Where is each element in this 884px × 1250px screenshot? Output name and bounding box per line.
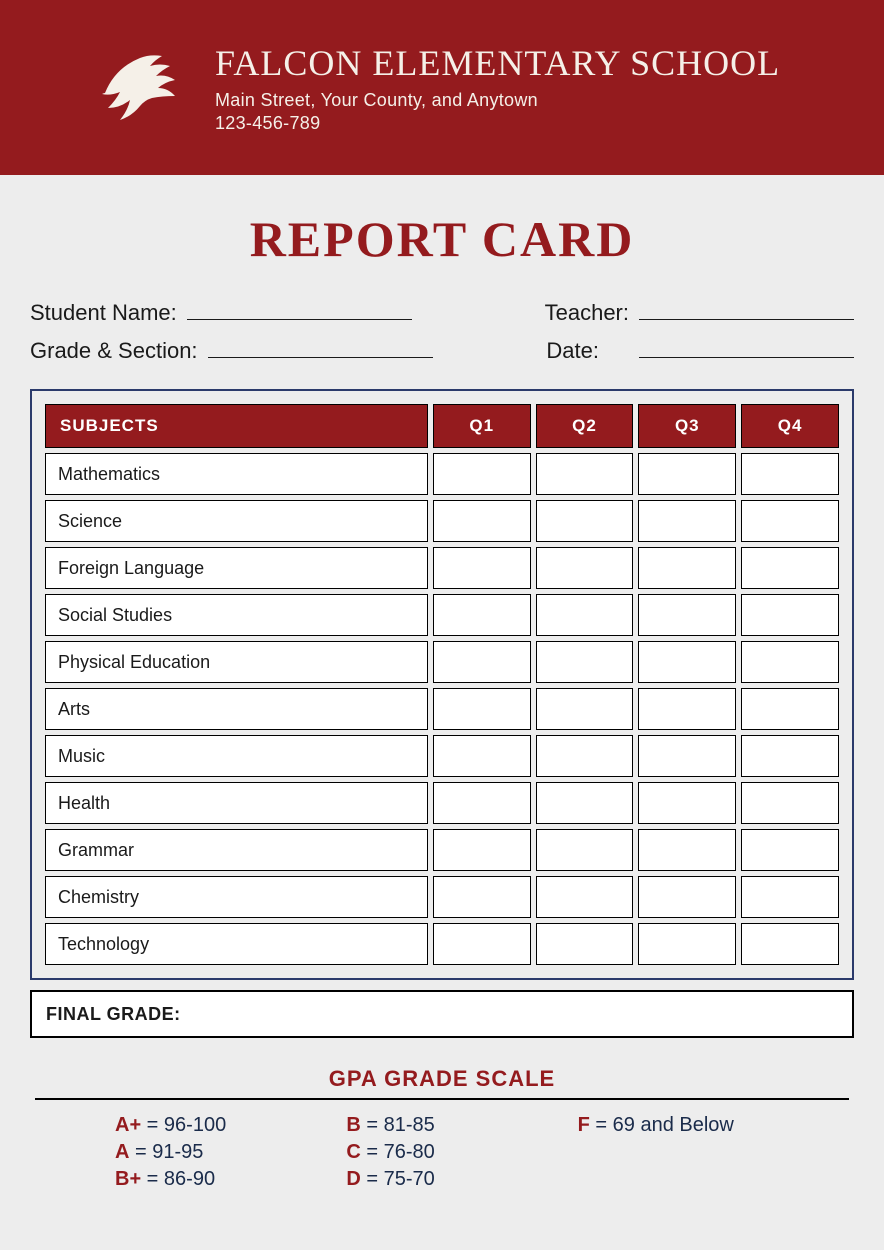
table-row: Science: [45, 500, 839, 542]
table-row: Physical Education: [45, 641, 839, 683]
table-row: Chemistry: [45, 876, 839, 918]
school-phone: 123-456-789: [215, 113, 780, 134]
col-q4: Q4: [741, 404, 839, 448]
subject-cell: Mathematics: [45, 453, 428, 495]
table-row: Grammar: [45, 829, 839, 871]
grade-cell-q2[interactable]: [536, 735, 634, 777]
col-q1: Q1: [433, 404, 531, 448]
grade-cell-q1[interactable]: [433, 500, 531, 542]
grade-cell-q3[interactable]: [638, 688, 736, 730]
grade-section-input[interactable]: [208, 336, 433, 358]
table-row: Foreign Language: [45, 547, 839, 589]
table-row: Technology: [45, 923, 839, 965]
grades-table: SUBJECTS Q1 Q2 Q3 Q4 Mathematics Science F…: [40, 399, 844, 970]
grade-cell-q4[interactable]: [741, 641, 839, 683]
grade-cell-q1[interactable]: [433, 876, 531, 918]
final-grade-label: FINAL GRADE:: [46, 1004, 181, 1025]
grade-cell-q3[interactable]: [638, 500, 736, 542]
table-row: Social Studies: [45, 594, 839, 636]
grade-cell-q4[interactable]: [741, 500, 839, 542]
table-row: Mathematics: [45, 453, 839, 495]
grade-cell-q2[interactable]: [536, 547, 634, 589]
grade-cell-q2[interactable]: [536, 641, 634, 683]
grade-cell-q2[interactable]: [536, 829, 634, 871]
grade-cell-q4[interactable]: [741, 782, 839, 824]
grade-cell-q4[interactable]: [741, 688, 839, 730]
grade-cell-q2[interactable]: [536, 782, 634, 824]
grade-cell-q3[interactable]: [638, 547, 736, 589]
grade-cell-q2[interactable]: [536, 594, 634, 636]
grade-cell-q1[interactable]: [433, 735, 531, 777]
gpa-section: GPA GRADE SCALE A+ = 96-100 A = 91-95 B+…: [30, 1066, 854, 1195]
grade-cell-q1[interactable]: [433, 923, 531, 965]
subject-cell: Physical Education: [45, 641, 428, 683]
grade-cell-q3[interactable]: [638, 876, 736, 918]
teacher-input[interactable]: [639, 298, 854, 320]
subject-cell: Social Studies: [45, 594, 428, 636]
grade-section-label: Grade & Section:: [30, 338, 198, 364]
subject-cell: Chemistry: [45, 876, 428, 918]
teacher-label: Teacher:: [545, 300, 629, 326]
grade-cell-q3[interactable]: [638, 782, 736, 824]
subject-cell: Grammar: [45, 829, 428, 871]
col-subjects: SUBJECTS: [45, 404, 428, 448]
grade-cell-q4[interactable]: [741, 735, 839, 777]
table-row: Arts: [45, 688, 839, 730]
grade-cell-q2[interactable]: [536, 876, 634, 918]
date-label: Date:: [546, 338, 599, 364]
gpa-col-3: F = 69 and Below: [578, 1114, 769, 1195]
grade-cell-q3[interactable]: [638, 641, 736, 683]
page-title: REPORT CARD: [30, 210, 854, 268]
grade-cell-q1[interactable]: [433, 641, 531, 683]
subject-cell: Health: [45, 782, 428, 824]
subject-cell: Foreign Language: [45, 547, 428, 589]
table-row: Health: [45, 782, 839, 824]
grade-cell-q4[interactable]: [741, 876, 839, 918]
grade-cell-q1[interactable]: [433, 594, 531, 636]
grades-table-frame: SUBJECTS Q1 Q2 Q3 Q4 Mathematics Science F…: [30, 389, 854, 980]
header-banner: FALCON ELEMENTARY SCHOOL Main Street, Yo…: [0, 0, 884, 175]
grade-cell-q1[interactable]: [433, 829, 531, 871]
info-row-1: Student Name: Teacher:: [30, 298, 854, 326]
grade-cell-q4[interactable]: [741, 594, 839, 636]
school-name: FALCON ELEMENTARY SCHOOL: [215, 42, 780, 84]
gpa-title: GPA GRADE SCALE: [35, 1066, 849, 1092]
grade-cell-q1[interactable]: [433, 453, 531, 495]
subject-cell: Science: [45, 500, 428, 542]
gpa-divider: [35, 1098, 849, 1100]
falcon-logo-icon: [90, 38, 190, 138]
grade-cell-q3[interactable]: [638, 453, 736, 495]
gpa-col-1: A+ = 96-100 A = 91-95 B+ = 86-90: [115, 1114, 306, 1195]
grade-cell-q3[interactable]: [638, 735, 736, 777]
grade-cell-q4[interactable]: [741, 923, 839, 965]
subject-cell: Music: [45, 735, 428, 777]
date-input[interactable]: [639, 336, 854, 358]
subject-cell: Technology: [45, 923, 428, 965]
grade-cell-q1[interactable]: [433, 547, 531, 589]
school-address: Main Street, Your County, and Anytown: [215, 90, 780, 111]
grade-cell-q2[interactable]: [536, 500, 634, 542]
info-row-2: Grade & Section: Date:: [30, 336, 854, 364]
final-grade-box: FINAL GRADE:: [30, 990, 854, 1038]
gpa-col-2: B = 81-85 C = 76-80 D = 75-70: [346, 1114, 537, 1195]
col-q3: Q3: [638, 404, 736, 448]
grade-cell-q3[interactable]: [638, 829, 736, 871]
subject-cell: Arts: [45, 688, 428, 730]
table-row: Music: [45, 735, 839, 777]
student-name-label: Student Name:: [30, 300, 177, 326]
grade-cell-q4[interactable]: [741, 453, 839, 495]
grade-cell-q1[interactable]: [433, 782, 531, 824]
grade-cell-q3[interactable]: [638, 923, 736, 965]
grade-cell-q4[interactable]: [741, 829, 839, 871]
grade-cell-q3[interactable]: [638, 594, 736, 636]
col-q2: Q2: [536, 404, 634, 448]
grade-cell-q1[interactable]: [433, 688, 531, 730]
grade-cell-q4[interactable]: [741, 547, 839, 589]
grade-cell-q2[interactable]: [536, 923, 634, 965]
student-name-input[interactable]: [187, 298, 412, 320]
grade-cell-q2[interactable]: [536, 453, 634, 495]
grade-cell-q2[interactable]: [536, 688, 634, 730]
